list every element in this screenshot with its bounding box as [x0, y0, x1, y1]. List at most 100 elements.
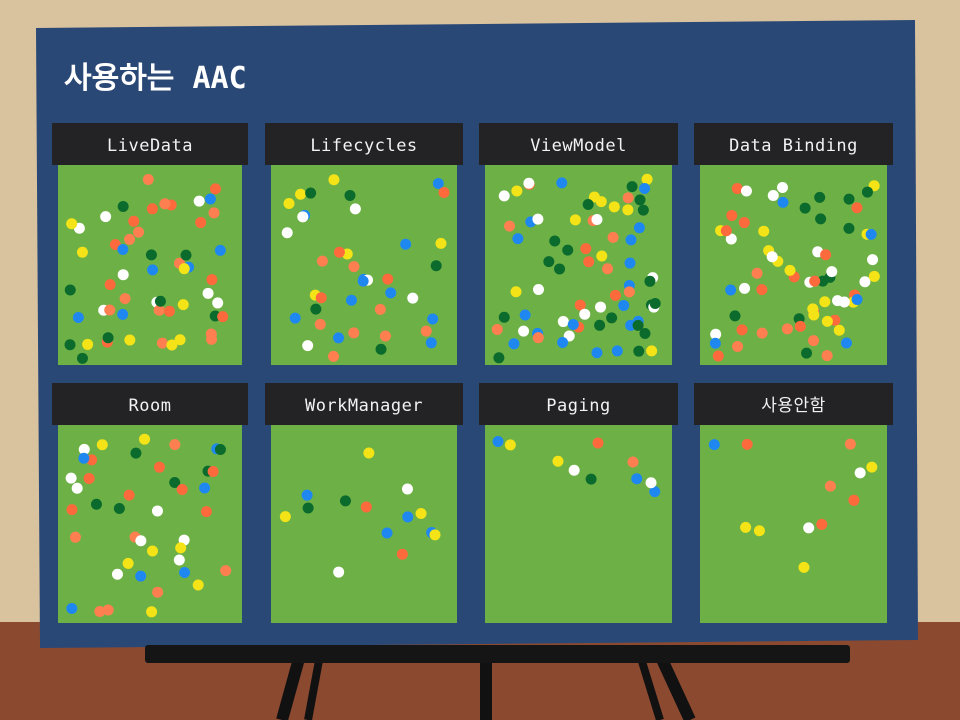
sticker-dot	[124, 233, 136, 245]
sticker-dot	[407, 292, 419, 304]
sticker-dot	[645, 477, 657, 489]
sticker-dot	[349, 203, 361, 215]
sticker-dot	[562, 244, 574, 256]
sticker-dot	[432, 178, 444, 190]
sticker-dot	[96, 439, 108, 451]
sticker-dot	[639, 327, 651, 339]
sticker-dot	[814, 191, 826, 203]
sticker-dot	[295, 188, 307, 200]
sticker-dot	[130, 447, 142, 459]
sticker-dot	[102, 332, 114, 344]
sticker-dot	[766, 251, 778, 263]
poster-board	[36, 20, 918, 648]
sticker-dot	[508, 338, 520, 350]
sticker-dot	[382, 273, 394, 285]
sticker-dot	[868, 270, 880, 282]
sticker-dot	[205, 328, 217, 340]
sticker-dot	[425, 337, 437, 349]
panel-label: ViewModel	[530, 136, 627, 156]
poster-title: 사용하는 AAC	[64, 61, 247, 96]
panel-label: WorkManager	[305, 396, 423, 416]
sticker-dot	[76, 352, 88, 364]
sticker-dot	[725, 233, 737, 245]
sticker-dot	[348, 327, 360, 339]
sticker-dot	[123, 489, 135, 501]
sticker-dot	[631, 473, 643, 485]
panel-field	[271, 425, 457, 623]
sticker-dot	[732, 340, 744, 352]
sticker-dot	[832, 295, 844, 307]
sticker-dot	[608, 201, 620, 213]
sticker-dot	[83, 472, 95, 484]
sticker-dot	[302, 502, 314, 514]
sticker-dot	[595, 196, 607, 208]
sticker-dot	[176, 483, 188, 495]
panel-label: Lifecycles	[310, 136, 417, 156]
sticker-dot	[66, 504, 78, 516]
sticker-dot	[78, 443, 90, 455]
sticker-dot	[821, 315, 833, 327]
sticker-dot	[625, 234, 637, 246]
sticker-dot	[504, 439, 516, 451]
sticker-dot	[492, 435, 504, 447]
sticker-dot	[777, 196, 789, 208]
sticker-dot	[363, 447, 375, 459]
sticker-dot	[574, 299, 586, 311]
sticker-dot	[712, 350, 724, 362]
sticker-dot	[753, 525, 765, 537]
sticker-dot	[512, 233, 524, 245]
sticker-dot	[66, 218, 78, 230]
sticker-dot	[844, 438, 856, 450]
sticker-dot	[644, 275, 656, 287]
sticker-dot	[315, 292, 327, 304]
sticker-dot	[851, 293, 863, 305]
sticker-dot	[532, 284, 544, 296]
sticker-dot	[64, 339, 76, 351]
panel-header	[694, 383, 893, 425]
sticker-dot	[151, 505, 163, 517]
sticker-dot	[163, 305, 175, 317]
sticker-dot	[195, 217, 207, 229]
sticker-dot	[498, 311, 510, 323]
sticker-dot	[145, 249, 157, 261]
sticker-dot	[736, 324, 748, 336]
sticker-dot	[65, 472, 77, 484]
sticker-dot	[498, 190, 510, 202]
sticker-dot	[552, 455, 564, 467]
sticker-dot	[580, 243, 592, 255]
sticker-dot	[400, 238, 412, 250]
sticker-dot	[360, 501, 372, 513]
panel-field	[485, 425, 672, 623]
sticker-dot	[602, 263, 614, 275]
sticker-dot	[646, 345, 658, 357]
sticker-dot	[169, 477, 181, 489]
sticker-dot	[152, 586, 164, 598]
sticker-dot	[848, 494, 860, 506]
sticker-dot	[518, 325, 530, 337]
sticker-dot	[166, 339, 178, 351]
sticker-dot	[193, 195, 205, 207]
sticker-dot	[316, 255, 328, 267]
sticker-dot	[420, 325, 432, 337]
sticker-dot	[345, 294, 357, 306]
sticker-dot	[305, 187, 317, 199]
sticker-dot	[596, 250, 608, 262]
sticker-dot	[567, 318, 579, 330]
sticker-dot	[146, 203, 158, 215]
sticker-dot	[435, 237, 447, 249]
sticker-dot	[725, 284, 737, 296]
sticker-dot	[220, 565, 232, 577]
sticker-dot	[751, 267, 763, 279]
sticker-dot	[784, 264, 796, 276]
panel-header	[479, 123, 678, 165]
sticker-dot	[374, 303, 386, 315]
sticker-dot	[801, 347, 813, 359]
sticker-dot	[90, 498, 102, 510]
sticker-dot	[815, 213, 827, 225]
sticker-dot	[124, 334, 136, 346]
sticker-dot	[301, 489, 313, 501]
panel-label: Room	[129, 396, 172, 416]
sticker-dot	[135, 535, 147, 547]
sticker-dot	[491, 323, 503, 335]
sticker-dot	[153, 304, 165, 316]
